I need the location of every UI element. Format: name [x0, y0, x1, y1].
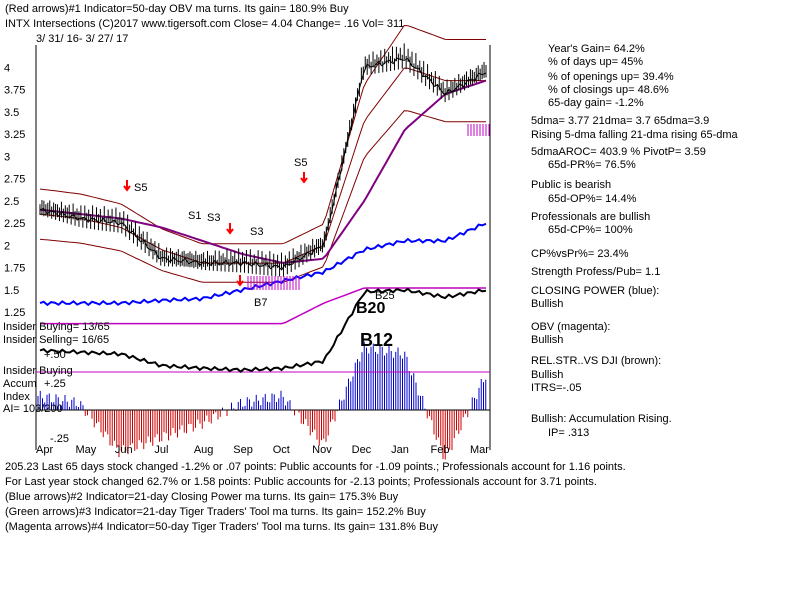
y-tick-label: 2: [4, 240, 10, 252]
stat-line: 65-day gain= -1.2%: [548, 97, 644, 109]
signal-annotations: S5 S5 S1 S3 S3 B7 B20 B25 B12: [134, 157, 395, 350]
x-tick-label: Dec: [352, 444, 372, 456]
header-line1: (Red arrows)#1 Indicator=50-day OBV ma t…: [5, 3, 349, 15]
y-tick-label: 1.5: [4, 285, 19, 297]
signal-label: S5: [134, 182, 147, 194]
signal-label: S5: [294, 157, 307, 169]
x-tick-label: Jun: [115, 444, 133, 456]
x-tick-label: Jul: [154, 444, 168, 456]
lower-band-line: [39, 110, 486, 283]
x-tick-label: Mar: [470, 444, 489, 456]
rel-str-line: [39, 287, 487, 373]
upper-band-line: [39, 24, 486, 245]
signal-label: B7: [254, 297, 267, 309]
y-tick-label: 3.25: [4, 129, 25, 141]
date-range: 3/ 31/ 16- 3/ 27/ 17: [36, 33, 128, 45]
y-tick-label: 3.75: [4, 85, 25, 97]
x-tick-label: Sep: [233, 444, 253, 456]
ma65-line: [39, 79, 487, 264]
signal-label: B12: [360, 330, 393, 350]
accum-label: Accum: [3, 378, 37, 390]
y-tick-label: 3: [4, 151, 10, 163]
x-tick-label: Oct: [273, 444, 290, 456]
x-tick-label: Jan: [391, 444, 409, 456]
minus25-label: -.25: [50, 433, 69, 445]
y-tick-label: 2.25: [4, 218, 25, 230]
footer: 205.23 Last 65 days stock changed -1.2% …: [5, 461, 626, 533]
stat-line: Bullish: [531, 334, 563, 346]
signal-label: B25: [375, 290, 395, 302]
stat-line: Strength Profess/Pub= 1.1: [531, 266, 660, 278]
signal-label: S3: [207, 212, 220, 224]
stat-line: Year's Gain= 64.2%: [548, 43, 645, 55]
y-tick-label: 2.5: [4, 196, 19, 208]
stat-line: Bullish: [531, 369, 563, 381]
signal-arrow-head: [300, 177, 308, 184]
signal-arrow-head: [236, 280, 244, 287]
footer-line: (Blue arrows)#2 Indicator=21-day Closing…: [5, 491, 399, 503]
stat-line: IP= .313: [548, 427, 589, 439]
stat-line: Rising 5-dma falling 21-dma rising 65-dm…: [531, 129, 739, 141]
x-tick-label: Feb: [431, 444, 450, 456]
signal-arrow-head: [123, 185, 131, 192]
stat-line: ITRS=-.05: [531, 382, 581, 394]
stat-line: 5dma= 3.77 21dma= 3.7 65dma=3.9: [531, 115, 709, 127]
x-axis: Apr May Jun Jul Aug Sep Oct Nov Dec Jan Feb Mar: [36, 444, 489, 456]
stat-line: 65d-OP%= 14.4%: [548, 193, 637, 205]
stat-line: Professionals are bullish: [531, 211, 650, 223]
signal-label: B20: [356, 300, 385, 317]
stat-line: Public is bearish: [531, 179, 611, 191]
stat-line: % of days up= 45%: [548, 56, 643, 68]
stat-line: 65d-PR%= 76.5%: [548, 159, 636, 171]
signal-arrow-head: [226, 228, 234, 235]
insider-selling-label: Insider Selling= 16/65: [3, 334, 109, 346]
price-line: [39, 57, 487, 271]
x-tick-label: May: [75, 444, 96, 456]
stat-line: OBV (magenta):: [531, 321, 610, 333]
footer-line: (Green arrows)#3 Indicator=21-day Tiger …: [5, 506, 426, 518]
header-line2: INTX Intersections (C)2017 www.tigersoft…: [5, 18, 404, 30]
x-tick-label: Apr: [36, 444, 53, 456]
plus50-label: +.50: [44, 349, 66, 361]
index-label: Index: [3, 391, 30, 403]
stat-line: CP%vsPr%= 23.4%: [531, 248, 629, 260]
stat-line: % of closings up= 48.6%: [548, 84, 669, 96]
stat-line: 5dmaAROC= 403.9 % PivotP= 3.59: [531, 146, 706, 158]
signal-label: S1: [188, 210, 201, 222]
y-tick-label: 3.5: [4, 107, 19, 119]
insider-buying-label-2: Insider Buying: [3, 365, 73, 377]
x-tick-label: Aug: [194, 444, 214, 456]
y-tick-label: 1.75: [4, 263, 25, 275]
stat-line: 65d-CP%= 100%: [548, 224, 633, 236]
stat-line: Bullish: Accumulation Rising.: [531, 413, 672, 425]
y-tick-label: 4: [4, 62, 10, 74]
plus25-label: +.25: [44, 378, 66, 390]
footer-line: For Last year stock changed 62.7% or 1.5…: [5, 476, 597, 488]
ai-label: AI= 103/200: [3, 403, 63, 415]
stats-panel: Year's Gain= 64.2%% of days up= 45% % of …: [531, 43, 739, 439]
y-tick-label: 2.75: [4, 174, 25, 186]
y-tick-label: 1.25: [4, 307, 25, 319]
insider-buying-label: Insider Buying= 13/65: [3, 321, 110, 333]
stat-line: Bullish: [531, 298, 563, 310]
footer-line: 205.23 Last 65 days stock changed -1.2% …: [5, 461, 626, 473]
y-axis: 4 3.75 3.5 3.25 3 2.75 2.5 2.25 2 1.75 1.5 1.25: [4, 62, 25, 319]
signal-label: S3: [250, 226, 263, 238]
stat-line: % of openings up= 39.4%: [548, 71, 674, 83]
stat-line: REL.STR..VS DJI (brown):: [531, 355, 661, 367]
obv-line: [40, 287, 486, 325]
stat-line: CLOSING POWER (blue):: [531, 285, 659, 297]
plot-area: [35, 24, 491, 460]
x-tick-label: Nov: [312, 444, 332, 456]
footer-line: (Magenta arrows)#4 Indicator=50-day Tige…: [5, 521, 438, 533]
